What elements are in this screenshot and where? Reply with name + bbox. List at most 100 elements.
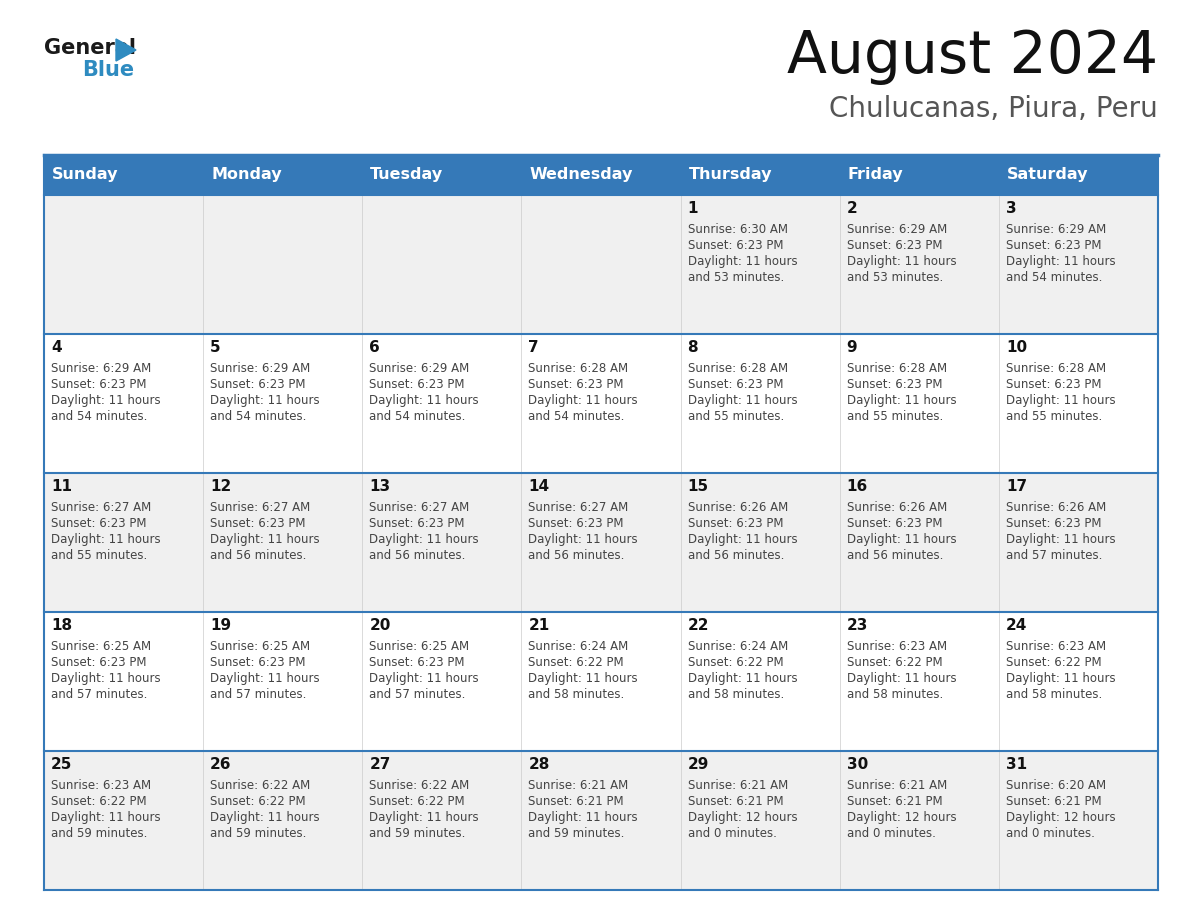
Text: Sunset: 6:22 PM: Sunset: 6:22 PM	[51, 795, 146, 808]
Bar	[44, 155, 203, 195]
Text: 14: 14	[529, 479, 550, 494]
Text: Sunrise: 6:21 AM: Sunrise: 6:21 AM	[529, 779, 628, 792]
Text: Sunrise: 6:21 AM: Sunrise: 6:21 AM	[847, 779, 947, 792]
Bar	[203, 155, 362, 195]
Text: Sunset: 6:22 PM: Sunset: 6:22 PM	[847, 656, 942, 669]
Text: and 58 minutes.: and 58 minutes.	[688, 688, 784, 701]
Text: and 0 minutes.: and 0 minutes.	[847, 827, 936, 840]
Text: and 59 minutes.: and 59 minutes.	[51, 827, 147, 840]
Text: and 58 minutes.: and 58 minutes.	[847, 688, 943, 701]
Text: Sunset: 6:23 PM: Sunset: 6:23 PM	[210, 656, 305, 669]
Text: Sunrise: 6:27 AM: Sunrise: 6:27 AM	[369, 501, 469, 514]
Text: Daylight: 11 hours: Daylight: 11 hours	[847, 533, 956, 546]
Text: and 56 minutes.: and 56 minutes.	[529, 549, 625, 562]
Bar	[362, 155, 522, 195]
Text: and 56 minutes.: and 56 minutes.	[688, 549, 784, 562]
Text: Sunset: 6:23 PM: Sunset: 6:23 PM	[51, 656, 146, 669]
Text: Sunrise: 6:30 AM: Sunrise: 6:30 AM	[688, 223, 788, 236]
Text: 6: 6	[369, 340, 380, 355]
Text: Daylight: 11 hours: Daylight: 11 hours	[51, 811, 160, 824]
Text: and 55 minutes.: and 55 minutes.	[1006, 410, 1102, 423]
Text: Sunset: 6:23 PM: Sunset: 6:23 PM	[210, 378, 305, 391]
Text: Daylight: 11 hours: Daylight: 11 hours	[369, 672, 479, 685]
Text: 1: 1	[688, 201, 699, 216]
Bar	[681, 155, 840, 195]
Text: Daylight: 11 hours: Daylight: 11 hours	[210, 394, 320, 407]
Text: Sunset: 6:23 PM: Sunset: 6:23 PM	[51, 378, 146, 391]
Text: and 0 minutes.: and 0 minutes.	[1006, 827, 1094, 840]
Text: Chulucanas, Piura, Peru: Chulucanas, Piura, Peru	[829, 95, 1158, 123]
Text: and 59 minutes.: and 59 minutes.	[529, 827, 625, 840]
Text: 9: 9	[847, 340, 858, 355]
Text: 16: 16	[847, 479, 868, 494]
Text: and 59 minutes.: and 59 minutes.	[210, 827, 307, 840]
Text: 17: 17	[1006, 479, 1026, 494]
Text: 26: 26	[210, 757, 232, 772]
Text: and 0 minutes.: and 0 minutes.	[688, 827, 777, 840]
Text: Sunrise: 6:25 AM: Sunrise: 6:25 AM	[369, 640, 469, 653]
Text: Wednesday: Wednesday	[530, 167, 633, 183]
Text: Daylight: 11 hours: Daylight: 11 hours	[688, 255, 797, 268]
Text: Tuesday: Tuesday	[371, 167, 443, 183]
Text: Daylight: 11 hours: Daylight: 11 hours	[1006, 255, 1116, 268]
Bar	[44, 195, 1158, 334]
Text: Sunrise: 6:28 AM: Sunrise: 6:28 AM	[1006, 362, 1106, 375]
Text: Daylight: 12 hours: Daylight: 12 hours	[847, 811, 956, 824]
Text: Sunrise: 6:27 AM: Sunrise: 6:27 AM	[210, 501, 310, 514]
Text: and 53 minutes.: and 53 minutes.	[847, 271, 943, 284]
Text: and 58 minutes.: and 58 minutes.	[529, 688, 625, 701]
Text: Sunrise: 6:27 AM: Sunrise: 6:27 AM	[51, 501, 151, 514]
Text: and 54 minutes.: and 54 minutes.	[1006, 271, 1102, 284]
Text: Sunset: 6:23 PM: Sunset: 6:23 PM	[529, 517, 624, 530]
Text: and 57 minutes.: and 57 minutes.	[210, 688, 307, 701]
Text: 31: 31	[1006, 757, 1026, 772]
Text: 28: 28	[529, 757, 550, 772]
Text: 11: 11	[51, 479, 72, 494]
Text: and 56 minutes.: and 56 minutes.	[210, 549, 307, 562]
Text: Friday: Friday	[848, 167, 903, 183]
Text: and 58 minutes.: and 58 minutes.	[1006, 688, 1102, 701]
Text: Sunset: 6:22 PM: Sunset: 6:22 PM	[529, 656, 624, 669]
Text: Daylight: 11 hours: Daylight: 11 hours	[847, 672, 956, 685]
Text: 24: 24	[1006, 618, 1028, 633]
Text: and 57 minutes.: and 57 minutes.	[1006, 549, 1102, 562]
Text: Sunrise: 6:24 AM: Sunrise: 6:24 AM	[529, 640, 628, 653]
Text: Sunset: 6:21 PM: Sunset: 6:21 PM	[847, 795, 942, 808]
Text: Daylight: 11 hours: Daylight: 11 hours	[688, 672, 797, 685]
Text: Daylight: 11 hours: Daylight: 11 hours	[847, 394, 956, 407]
Text: Sunrise: 6:28 AM: Sunrise: 6:28 AM	[688, 362, 788, 375]
Bar	[522, 155, 681, 195]
Text: and 53 minutes.: and 53 minutes.	[688, 271, 784, 284]
Text: Sunrise: 6:23 AM: Sunrise: 6:23 AM	[1006, 640, 1106, 653]
Text: Sunrise: 6:26 AM: Sunrise: 6:26 AM	[688, 501, 788, 514]
Text: Monday: Monday	[211, 167, 282, 183]
Text: Sunrise: 6:29 AM: Sunrise: 6:29 AM	[369, 362, 469, 375]
Bar	[44, 751, 1158, 890]
Text: 23: 23	[847, 618, 868, 633]
Text: Daylight: 11 hours: Daylight: 11 hours	[51, 533, 160, 546]
Text: Sunset: 6:21 PM: Sunset: 6:21 PM	[1006, 795, 1101, 808]
Text: 3: 3	[1006, 201, 1017, 216]
Text: Sunset: 6:23 PM: Sunset: 6:23 PM	[688, 239, 783, 252]
Text: Sunset: 6:22 PM: Sunset: 6:22 PM	[210, 795, 305, 808]
Text: Daylight: 11 hours: Daylight: 11 hours	[529, 533, 638, 546]
Text: and 56 minutes.: and 56 minutes.	[847, 549, 943, 562]
Text: and 54 minutes.: and 54 minutes.	[210, 410, 307, 423]
Text: Daylight: 11 hours: Daylight: 11 hours	[1006, 672, 1116, 685]
Text: Daylight: 11 hours: Daylight: 11 hours	[688, 394, 797, 407]
Text: Sunrise: 6:29 AM: Sunrise: 6:29 AM	[1006, 223, 1106, 236]
Text: Sunset: 6:22 PM: Sunset: 6:22 PM	[688, 656, 783, 669]
Text: 7: 7	[529, 340, 539, 355]
Text: Sunset: 6:22 PM: Sunset: 6:22 PM	[1006, 656, 1101, 669]
Text: Sunset: 6:23 PM: Sunset: 6:23 PM	[688, 517, 783, 530]
Text: Sunrise: 6:26 AM: Sunrise: 6:26 AM	[1006, 501, 1106, 514]
Text: Daylight: 11 hours: Daylight: 11 hours	[369, 394, 479, 407]
Text: 22: 22	[688, 618, 709, 633]
Text: Sunrise: 6:27 AM: Sunrise: 6:27 AM	[529, 501, 628, 514]
Text: and 55 minutes.: and 55 minutes.	[51, 549, 147, 562]
Bar	[44, 612, 1158, 751]
Text: Sunset: 6:22 PM: Sunset: 6:22 PM	[369, 795, 465, 808]
Text: and 59 minutes.: and 59 minutes.	[369, 827, 466, 840]
Text: Sunset: 6:23 PM: Sunset: 6:23 PM	[847, 239, 942, 252]
Text: 4: 4	[51, 340, 62, 355]
